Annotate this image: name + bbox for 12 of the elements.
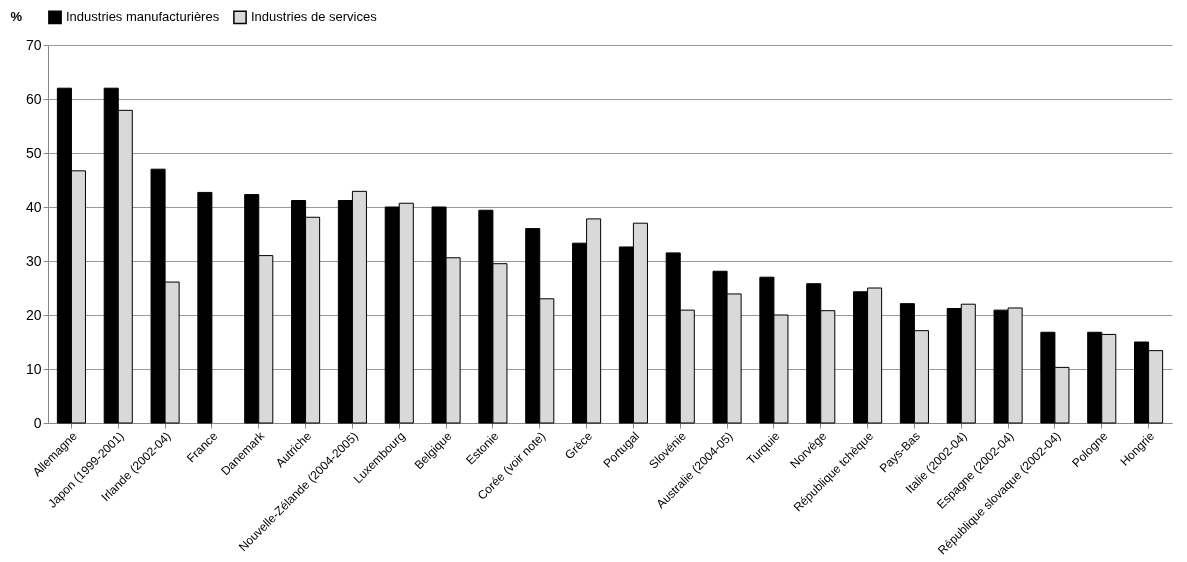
y-tick-label: 50 (25, 144, 42, 161)
y-tick-label: 0 (33, 414, 42, 431)
y-axis-title: % (10, 8, 23, 24)
legend-label: Industries de services (251, 9, 378, 25)
y-tick-label: 60 (25, 90, 42, 107)
y-tick-label: 30 (25, 252, 42, 269)
y-tick-label: 70 (25, 36, 42, 53)
y-tick-label: 40 (25, 198, 42, 215)
bar (197, 191, 213, 424)
y-tick-label: 10 (25, 360, 42, 377)
y-tick-label: 20 (25, 306, 42, 323)
legend-label: Industries manufacturières (66, 9, 220, 25)
